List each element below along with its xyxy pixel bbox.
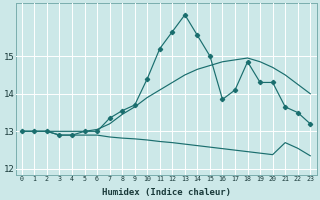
- X-axis label: Humidex (Indice chaleur): Humidex (Indice chaleur): [101, 188, 231, 197]
